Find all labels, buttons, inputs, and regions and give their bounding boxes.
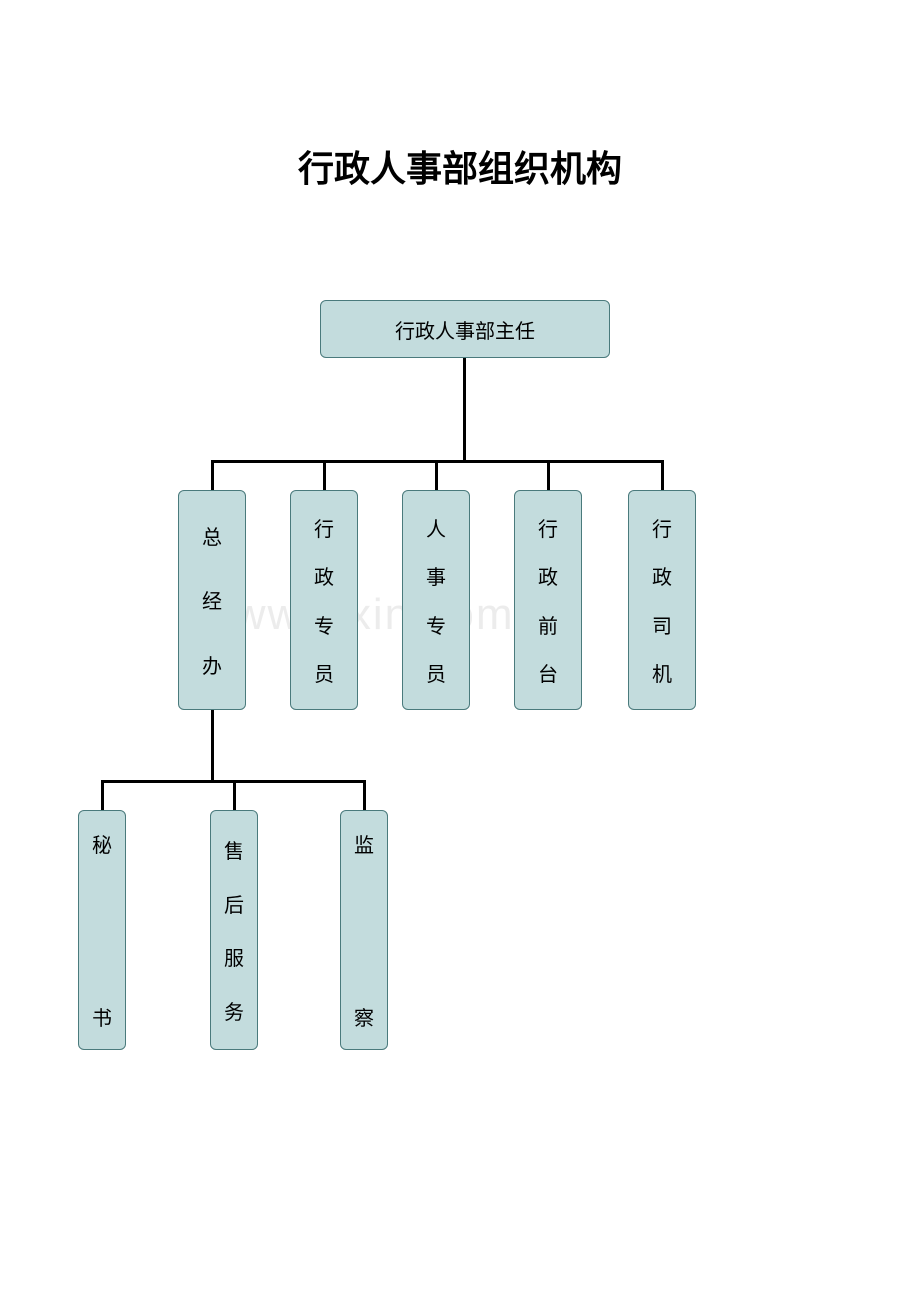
org-node-aftersales: 售后服务: [210, 810, 258, 1050]
connector: [101, 780, 104, 810]
connector: [363, 780, 366, 810]
org-node-driver: 行政司机: [628, 490, 696, 710]
org-node-hr-spec: 人事专员: [402, 490, 470, 710]
connector: [435, 460, 438, 490]
connector: [463, 358, 466, 461]
connector: [211, 710, 214, 782]
connector: [661, 460, 664, 490]
connector: [211, 460, 214, 490]
org-node-supervisor: 监察: [340, 810, 388, 1050]
org-node-reception: 行政前台: [514, 490, 582, 710]
connector: [323, 460, 326, 490]
connector: [233, 780, 236, 810]
org-node-secretary: 秘书: [78, 810, 126, 1050]
connector: [547, 460, 550, 490]
org-node-admin-spec: 行政专员: [290, 490, 358, 710]
page-title: 行政人事部组织机构: [0, 140, 920, 192]
org-node-gm-office: 总经办: [178, 490, 246, 710]
org-node-director: 行政人事部主任: [320, 300, 610, 358]
